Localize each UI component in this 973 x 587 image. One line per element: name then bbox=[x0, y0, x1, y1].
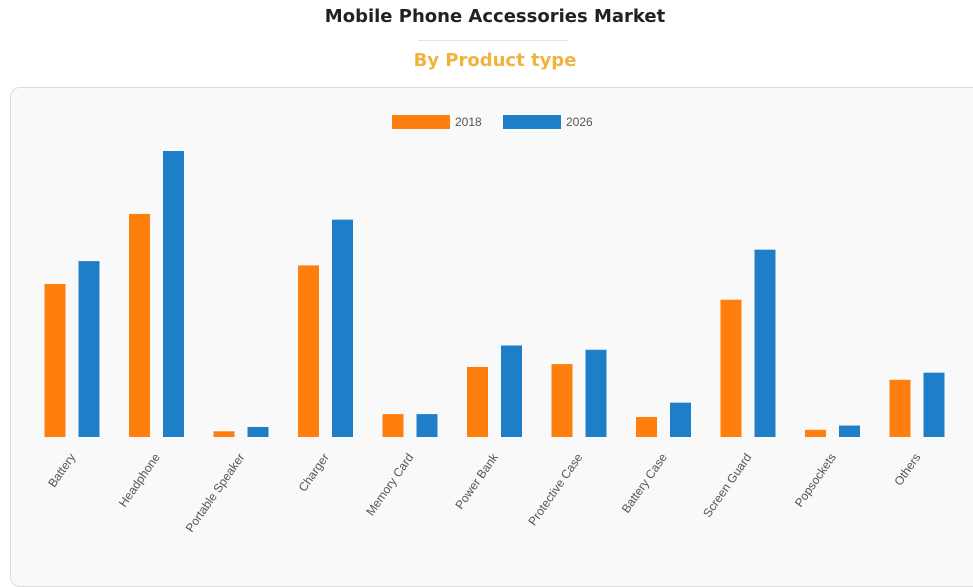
bar-battery-case-2026 bbox=[670, 402, 691, 437]
x-tick-label: Memory Card bbox=[363, 451, 416, 519]
bar-popsockets-2026 bbox=[839, 425, 860, 437]
bar-memory-card-2026 bbox=[416, 414, 438, 437]
x-tick-label: Headphone bbox=[116, 450, 163, 509]
bar-battery-2018 bbox=[44, 283, 66, 437]
x-axis-ticks: Battery Headphone Portable Speaker Charger M… bbox=[45, 450, 923, 535]
bar-protective-case-2018 bbox=[551, 364, 573, 437]
bar-battery-case-2018 bbox=[636, 416, 657, 437]
bar-protective-case-2026 bbox=[585, 349, 607, 437]
bar-popsockets-2018 bbox=[805, 429, 826, 437]
bar-headphone-2026 bbox=[163, 151, 184, 437]
chart-panel: 2018 2026 Battery Headphone Portable Speake… bbox=[10, 87, 973, 587]
legend-label-2018: 2018 bbox=[455, 115, 482, 129]
bar-headphone-2018 bbox=[129, 213, 150, 437]
bar-chart: 2018 2026 Battery Headphone Portable Speake… bbox=[44, 115, 945, 535]
legend-swatch-2018 bbox=[392, 115, 450, 129]
x-tick-label: Power Bank bbox=[452, 450, 501, 512]
title-divider bbox=[418, 40, 568, 41]
bar-power-bank-2026 bbox=[501, 345, 522, 437]
legend-label-2026: 2026 bbox=[566, 115, 593, 129]
bar-portable-speaker-2018 bbox=[213, 431, 235, 437]
bar-others-2018 bbox=[889, 379, 911, 437]
chart-title: Mobile Phone Accessories Market bbox=[324, 6, 666, 27]
x-tick-label: Protective Case bbox=[525, 450, 585, 528]
x-tick-label: Charger bbox=[296, 451, 332, 495]
bar-charger-2018 bbox=[298, 265, 319, 437]
x-tick-label: Popsockets bbox=[792, 451, 839, 510]
legend-swatch-2026 bbox=[503, 115, 561, 129]
bar-screen-guard-2026 bbox=[754, 249, 776, 437]
bars-group bbox=[44, 151, 945, 437]
bar-others-2026 bbox=[923, 372, 945, 437]
bar-portable-speaker-2026 bbox=[247, 426, 269, 437]
bar-battery-2026 bbox=[78, 261, 100, 437]
bar-power-bank-2018 bbox=[467, 366, 488, 437]
legend: 2018 2026 bbox=[392, 115, 593, 129]
bar-screen-guard-2018 bbox=[720, 299, 742, 437]
x-tick-label: Battery bbox=[45, 451, 78, 490]
bar-charger-2026 bbox=[332, 219, 353, 437]
chart-subtitle: By Product type bbox=[413, 50, 577, 71]
x-tick-label: Screen Guard bbox=[700, 451, 754, 520]
x-tick-label: Battery Case bbox=[619, 450, 670, 515]
bar-memory-card-2018 bbox=[382, 414, 404, 437]
x-tick-label: Portable Speaker bbox=[183, 451, 248, 535]
x-tick-label: Others bbox=[891, 451, 923, 489]
